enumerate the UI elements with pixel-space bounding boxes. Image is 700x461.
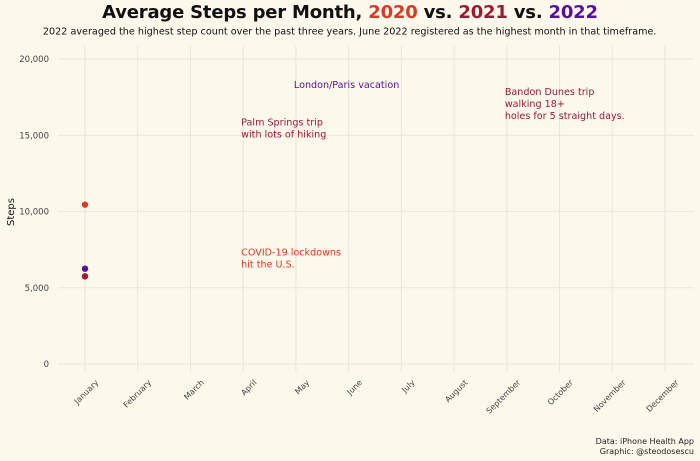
title-year-2020: 2020 [368,2,418,23]
y-tick-label-20000: 20,000 [19,55,49,65]
x-tick-label-april: April [239,378,258,397]
annotation-2-line-2: with lots of hiking [241,129,326,140]
chart-subtitle: 2022 averaged the highest step count ove… [42,26,657,38]
title-vs-2: vs. [507,2,549,23]
y-tick-label-10000: 10,000 [19,208,49,218]
x-tick-label-june: June [345,378,364,397]
chart-title: Average Steps per Month, 2020 vs. 2021 v… [0,2,700,23]
x-tick-label-july: July [400,378,417,395]
x-tick-label-november: November [592,378,628,414]
x-tick-label-august: August [443,378,469,404]
y-tick-label-5000: 5,000 [25,284,49,294]
data-points [81,201,89,280]
x-tick-label-march: March [182,378,206,402]
x-tick-label-february: February [122,378,154,410]
title-prefix: Average Steps per Month, [102,2,369,23]
point-2022-january [81,265,89,272]
y-tick-label-15000: 15,000 [19,131,49,141]
point-2021-january [81,273,89,280]
title-year-2021: 2021 [458,2,508,23]
x-tick-label-october: October [546,378,576,408]
annotation-2: Palm Springs trip with lots of hiking [241,117,326,140]
caption-data-source: Data: iPhone Health App [595,437,694,446]
y-tick-labels: 0 5,000 10,000 15,000 20,000 [19,55,49,370]
annotation-3-line-1: London/Paris vacation [294,80,399,91]
annotation-4-line-3: holes for 5 straight days. [505,111,625,122]
caption: Data: iPhone Health App Graphic: @steodo… [596,437,694,457]
x-tick-label-january: January [72,378,101,407]
grid-lines [58,46,694,372]
x-tick-label-may: May [293,378,311,396]
x-tick-label-september: September [485,378,523,416]
title-year-2022: 2022 [548,2,599,23]
annotation-1-line-1: COVID-19 lockdowns [241,248,341,259]
annotation-4-line-1: Bandon Dunes trip [505,87,595,98]
annotation-1: COVID-19 lockdowns hit the U.S. [241,248,341,271]
caption-graphic-credit: Graphic: @steodosescu [599,447,694,456]
title-vs-1: vs. [417,2,459,23]
annotation-4: Bandon Dunes trip walking 18+ holes for 5 … [505,87,625,122]
annotation-1-line-2: hit the U.S. [241,260,295,271]
annotation-3: London/Paris vacation [294,80,399,91]
annotation-2-line-1: Palm Springs trip [241,117,323,128]
y-tick-label-0: 0 [44,360,49,370]
annotation-4-line-2: walking 18+ [505,99,565,110]
annotations: COVID-19 lockdowns hit the U.S. Palm Sprin… [241,80,625,271]
point-2020-january [81,201,89,208]
x-tick-labels: January February March April May June July Augu… [72,378,681,416]
x-tick-label-december: December [645,378,681,414]
y-axis-label: Steps [6,198,17,226]
